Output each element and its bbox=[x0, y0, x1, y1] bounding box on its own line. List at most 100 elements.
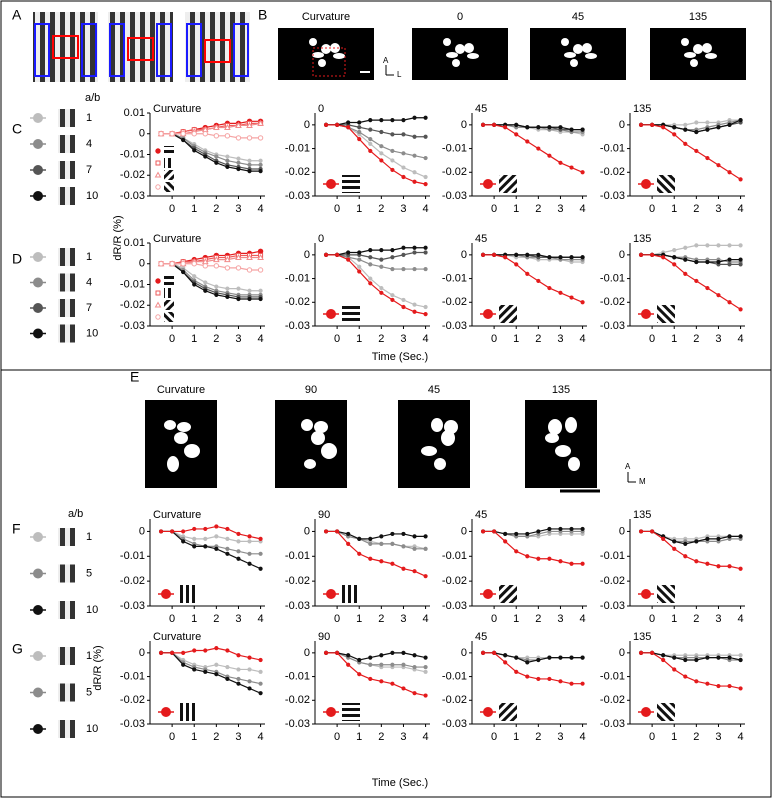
data-point bbox=[514, 262, 519, 267]
activation-map bbox=[398, 400, 470, 488]
x-tick-label: 0 bbox=[334, 613, 340, 625]
y-tick-label: 0 bbox=[461, 249, 467, 261]
map-title: Curvature bbox=[157, 384, 205, 396]
data-point bbox=[346, 531, 351, 537]
chart-title: 45 bbox=[475, 631, 487, 643]
legend-icon bbox=[164, 312, 174, 322]
x-tick-label: 4 bbox=[738, 333, 744, 345]
data-point bbox=[727, 243, 732, 248]
activation-blob bbox=[467, 53, 479, 59]
surround-box bbox=[81, 23, 97, 77]
data-point bbox=[258, 169, 263, 174]
data-point bbox=[236, 531, 241, 537]
y-tick-label: -0.01 bbox=[120, 148, 145, 160]
x-tick-label: 3 bbox=[557, 203, 563, 215]
activation-blob bbox=[314, 421, 328, 433]
legend-icon bbox=[164, 182, 174, 192]
data-point bbox=[225, 536, 230, 541]
y-tick-label: -0.01 bbox=[442, 142, 467, 154]
y-tick-label: -0.03 bbox=[120, 718, 145, 730]
data-point bbox=[525, 271, 530, 276]
data-point bbox=[547, 526, 552, 532]
data-point bbox=[258, 681, 263, 686]
data-point bbox=[390, 266, 395, 272]
data-point bbox=[368, 556, 373, 561]
data-point bbox=[503, 125, 508, 130]
y-tick-label: -0.02 bbox=[120, 299, 145, 311]
data-point bbox=[412, 309, 417, 314]
data-point bbox=[580, 655, 585, 660]
data-point bbox=[258, 657, 263, 663]
series-line bbox=[326, 530, 426, 540]
data-point bbox=[423, 245, 428, 250]
legend-icon bbox=[164, 276, 174, 286]
x-tick-label: 3 bbox=[400, 613, 406, 625]
data-point bbox=[225, 164, 230, 170]
data-point bbox=[661, 536, 666, 541]
data-point bbox=[683, 245, 688, 250]
y-tick-label: -0.01 bbox=[120, 550, 145, 562]
data-point bbox=[368, 262, 373, 267]
data-point bbox=[214, 672, 219, 677]
data-point bbox=[225, 154, 230, 159]
legend-icon bbox=[499, 585, 517, 603]
data-point bbox=[368, 662, 373, 667]
y-tick-label: 0 bbox=[139, 525, 145, 537]
surround-box bbox=[109, 23, 125, 77]
activation-blob bbox=[174, 432, 188, 444]
x-tick-label: 2 bbox=[378, 613, 384, 625]
legend-icon bbox=[58, 299, 75, 317]
panel-label: E bbox=[130, 369, 139, 385]
legend-icon bbox=[58, 324, 75, 343]
x-tick-label: 0 bbox=[334, 731, 340, 743]
data-point bbox=[379, 129, 384, 135]
data-point bbox=[569, 127, 574, 132]
legend-icon bbox=[58, 248, 75, 266]
data-point bbox=[423, 304, 428, 310]
map-title: 135 bbox=[689, 11, 707, 23]
activation-blob bbox=[318, 59, 326, 67]
data-point bbox=[236, 556, 241, 561]
y-tick-label: -0.01 bbox=[600, 142, 625, 154]
x-tick-label: 3 bbox=[715, 613, 721, 625]
x-tick-label: 0 bbox=[649, 333, 655, 345]
data-point bbox=[423, 250, 428, 255]
data-point bbox=[412, 664, 417, 670]
data-point bbox=[536, 278, 541, 284]
data-point bbox=[727, 257, 732, 262]
data-point bbox=[423, 312, 428, 317]
data-point bbox=[547, 255, 552, 260]
activation-blob bbox=[321, 44, 331, 54]
chart-title: 135 bbox=[633, 233, 651, 245]
activation-blob bbox=[452, 59, 460, 67]
series-line bbox=[326, 652, 426, 697]
series-line bbox=[641, 124, 741, 180]
data-point bbox=[672, 262, 677, 267]
data-point bbox=[423, 693, 428, 698]
data-point bbox=[225, 676, 230, 682]
activation-blob bbox=[444, 420, 458, 434]
activation-map bbox=[525, 400, 597, 488]
data-point bbox=[181, 539, 186, 544]
x-tick-label: 1 bbox=[513, 731, 519, 743]
data-point bbox=[203, 526, 208, 532]
legend-marker bbox=[33, 303, 43, 313]
y-tick-label: 0 bbox=[304, 249, 310, 261]
series-line bbox=[641, 652, 741, 690]
data-point bbox=[412, 170, 417, 175]
orient-label: M bbox=[639, 477, 646, 486]
data-point bbox=[357, 264, 362, 269]
y-tick-label: -0.02 bbox=[442, 296, 467, 308]
y-tick-label: -0.01 bbox=[442, 670, 467, 682]
series-line bbox=[161, 133, 261, 139]
data-point bbox=[705, 285, 710, 291]
x-tick-label: 1 bbox=[513, 613, 519, 625]
y-tick-label: 0 bbox=[619, 119, 625, 131]
activation-blob bbox=[443, 38, 451, 46]
stimulus bbox=[33, 12, 98, 82]
y-tick-label: -0.03 bbox=[120, 600, 145, 612]
data-point bbox=[423, 174, 428, 180]
data-point bbox=[346, 125, 351, 130]
data-point bbox=[225, 158, 230, 163]
data-point bbox=[247, 561, 252, 566]
